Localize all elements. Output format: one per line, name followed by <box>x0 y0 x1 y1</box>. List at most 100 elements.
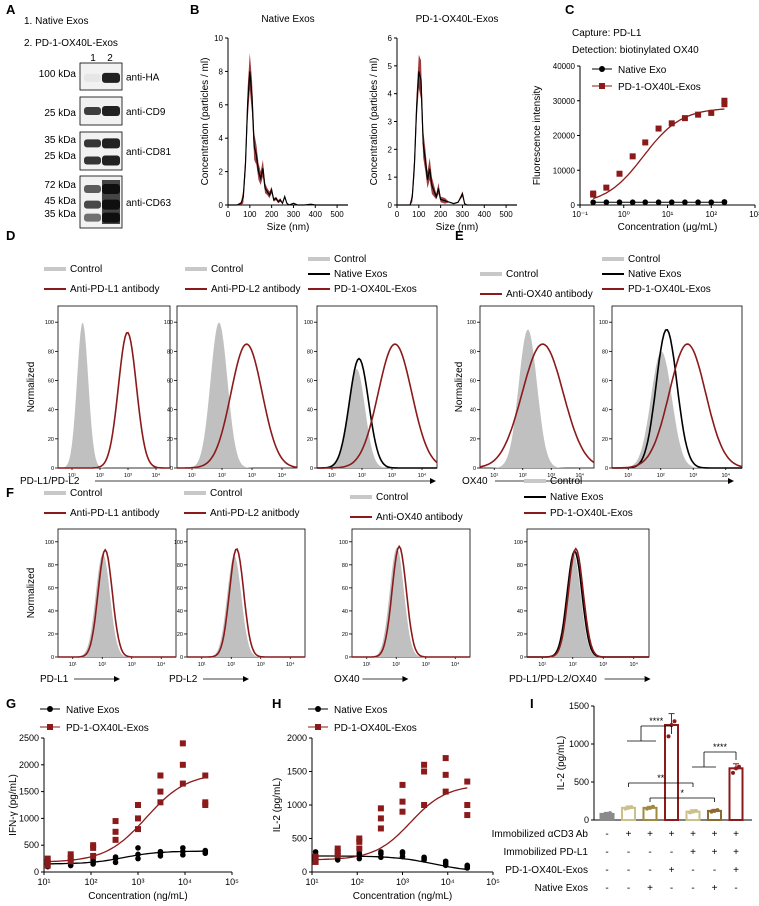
blot-antibody: anti-HA <box>126 73 160 84</box>
condition-label: Native Exos <box>535 883 588 894</box>
x-tick-label: 500 <box>330 210 344 219</box>
nta-chart-1: PD-1-OX40L-Exos 0 1 2 3 4 5 6 0 100 200 300 400 500 Si… <box>369 14 517 233</box>
data-point <box>590 199 596 206</box>
y-tick-label: 0 <box>180 655 183 661</box>
data-point <box>642 199 649 206</box>
engineered-histogram <box>187 548 305 658</box>
panel-letter: B <box>190 2 199 17</box>
blot-band <box>102 138 120 149</box>
data-point <box>44 859 51 866</box>
x-tick-label: 10⁴ <box>722 472 731 479</box>
data-point <box>135 845 141 851</box>
condition-mark: + <box>690 829 696 840</box>
y-tick-label: 1500 <box>569 701 589 711</box>
y-tick-label: 20 <box>167 437 173 443</box>
control-histogram <box>612 351 742 468</box>
x-tick-label: 10³ <box>422 662 430 668</box>
x-tick-label: 10¹ <box>305 877 318 887</box>
data-point <box>655 199 662 206</box>
y-tick-label: 10 <box>214 34 223 43</box>
data-point <box>629 153 636 160</box>
data-point <box>90 842 97 849</box>
engineered-histogram <box>317 343 438 469</box>
x-tick-label: 10⁴ <box>178 877 192 887</box>
y-tick-label: 100 <box>514 540 523 546</box>
data-point <box>157 772 164 779</box>
y-tick-label: 40 <box>177 609 183 615</box>
y-tick-label: 20 <box>177 632 183 638</box>
legend-label: Anti-PD-L1 antibody <box>70 508 160 519</box>
data-point <box>180 845 186 851</box>
histogram-frame <box>316 305 438 469</box>
panel-d: 0 20 40 60 80 100 10¹ 10² 10³ 10⁴ Control Anti-PD-L… <box>20 254 438 487</box>
y-tick-label: 100 <box>339 540 348 546</box>
replicate-point <box>715 808 720 813</box>
x-tick-label: 10² <box>392 662 400 668</box>
data-point <box>312 849 319 855</box>
engineered-histogram <box>58 548 176 658</box>
y-axis-label: IL-2 (pg/mL) <box>556 736 567 790</box>
replicate-point <box>666 734 671 739</box>
histogram-frame <box>176 305 298 469</box>
y-tick-label: 40 <box>48 609 54 615</box>
panel-letter: C <box>565 2 575 17</box>
y-tick-label: 60 <box>342 586 348 592</box>
x-tick-label: 10² <box>218 473 226 479</box>
y-tick-label: 100 <box>164 320 173 326</box>
blot-marker: 35 kDa <box>44 209 76 220</box>
data-point <box>44 855 51 862</box>
y-tick-label: 10000 <box>553 166 576 175</box>
x-tick-label: 200 <box>265 210 279 219</box>
y-tick-label: 2000 <box>19 760 39 770</box>
y-tick-label: 0 <box>170 466 173 472</box>
x-tick-label: 10¹ <box>662 210 674 219</box>
legend-label: Native Exos <box>334 269 387 280</box>
data-point <box>157 788 164 795</box>
legend-label: PD-1-OX40L-Exos <box>334 284 417 295</box>
significance-label: **** <box>649 716 664 726</box>
arrowhead <box>114 676 120 682</box>
y-tick-label: 0 <box>571 201 576 210</box>
y-tick-label: 60 <box>48 586 54 592</box>
y-tick-label: 20 <box>48 632 54 638</box>
condition-mark: + <box>647 829 653 840</box>
condition-mark: + <box>733 865 739 876</box>
x-tick-label: 10² <box>657 473 665 479</box>
x-tick-label: 10² <box>569 662 577 668</box>
control-histogram <box>187 555 305 657</box>
lane-label: 2 <box>107 53 113 64</box>
x-axis-label: Size (nm) <box>436 222 479 233</box>
x-tick-label: 10² <box>227 662 235 668</box>
condition-mark: - <box>648 847 651 858</box>
y-tick-label: 80 <box>602 349 608 355</box>
y-tick-label: 20 <box>517 632 523 638</box>
condition-mark: - <box>691 883 694 894</box>
x-tick-label: 10² <box>519 473 527 479</box>
y-tick-label: 0 <box>473 466 476 472</box>
blot-antibody: anti-CD81 <box>126 147 171 158</box>
legend-label: Control <box>211 264 243 275</box>
y-tick-label: 2 <box>219 168 224 177</box>
x-tick-label: 100 <box>243 210 257 219</box>
data-point <box>655 125 662 132</box>
significance-label: **** <box>713 742 728 752</box>
dose-chart-4: 0 500 1000 1500 2000 10¹ 10² 10³ 10⁴ 10⁵ Concentra… <box>272 705 500 902</box>
mean-line <box>228 71 348 206</box>
y-tick-label: 0 <box>584 815 589 825</box>
x-tick-label: 10¹ <box>363 662 371 668</box>
blot-legend: 2. PD-1-OX40L-Exos <box>24 38 118 49</box>
y-tick-label: 1000 <box>569 739 589 749</box>
x-tick-label: 10¹ <box>538 662 546 668</box>
y-tick-label: 60 <box>602 379 608 385</box>
lane-label: 1 <box>90 53 96 64</box>
x-tick-label: 10⁴ <box>286 661 295 668</box>
data-point <box>135 855 141 862</box>
x-tick-label: 10³ <box>124 473 132 479</box>
data-point <box>90 852 97 859</box>
control-histogram <box>527 553 649 657</box>
x-tick-label: 10³ <box>131 877 144 887</box>
x-tick-label: 200 <box>434 210 448 219</box>
x-tick-label: 300 <box>456 210 470 219</box>
x-tick-label: 10¹ <box>490 473 498 479</box>
